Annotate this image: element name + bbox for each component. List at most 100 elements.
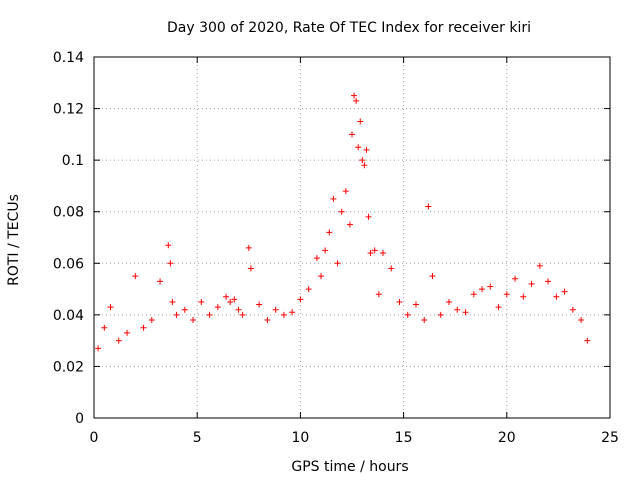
y-axis-label: ROTI / TECUs xyxy=(6,194,22,286)
data-point xyxy=(124,329,131,336)
data-point xyxy=(553,293,560,300)
data-point xyxy=(545,278,552,285)
data-point xyxy=(361,162,368,169)
y-tick-label: 0 xyxy=(75,411,84,427)
y-tick-label: 0.12 xyxy=(53,102,84,118)
data-point xyxy=(479,286,486,293)
data-point xyxy=(357,118,364,125)
x-axis-ticks: 0 5 10 15 20 25 xyxy=(90,57,619,446)
data-point xyxy=(264,317,271,324)
data-point xyxy=(425,203,432,210)
data-point xyxy=(578,317,585,324)
data-point xyxy=(157,278,164,285)
x-tick-label: 25 xyxy=(601,430,619,446)
data-point xyxy=(173,311,180,318)
data-point xyxy=(239,311,246,318)
data-point xyxy=(272,306,279,313)
plot-frame xyxy=(93,56,611,419)
data-point xyxy=(520,293,527,300)
data-point xyxy=(462,309,469,316)
data-point xyxy=(536,262,543,269)
data-point xyxy=(313,255,320,262)
data-point xyxy=(359,157,366,164)
data-point xyxy=(584,337,591,344)
y-tick-label: 0.04 xyxy=(53,308,84,324)
chart-title: Day 300 of 2020, Rate Of TEC Index for r… xyxy=(167,20,531,36)
data-point xyxy=(561,288,568,295)
data-point xyxy=(355,144,362,151)
data-point xyxy=(396,298,403,305)
data-point xyxy=(421,317,428,324)
data-point xyxy=(95,345,102,352)
data-point xyxy=(280,311,287,318)
data-point xyxy=(367,249,374,256)
y-tick-label: 0.08 xyxy=(53,205,84,221)
data-point xyxy=(322,247,329,254)
data-points xyxy=(95,92,591,352)
y-axis-ticks: 0 0.02 0.04 0.06 0.08 0.1 0.12 0.14 xyxy=(53,50,610,427)
x-tick-label: 10 xyxy=(291,430,309,446)
data-point xyxy=(342,188,349,195)
data-point xyxy=(353,97,360,104)
data-point xyxy=(297,296,304,303)
data-point xyxy=(346,221,353,228)
data-point xyxy=(512,275,519,282)
data-point xyxy=(305,286,312,293)
data-point xyxy=(388,265,395,272)
data-point xyxy=(330,195,337,202)
data-point xyxy=(132,273,139,280)
data-point xyxy=(470,291,477,298)
data-point xyxy=(227,298,234,305)
data-point xyxy=(169,298,176,305)
data-point xyxy=(223,293,230,300)
data-point xyxy=(375,291,382,298)
data-point xyxy=(167,260,174,267)
data-point xyxy=(334,260,341,267)
data-point xyxy=(446,298,453,305)
y-tick-label: 0.06 xyxy=(53,256,84,272)
data-point xyxy=(190,317,197,324)
data-point xyxy=(363,146,370,153)
data-point xyxy=(140,324,147,331)
data-point xyxy=(351,92,358,99)
x-tick-label: 15 xyxy=(395,430,413,446)
data-point xyxy=(569,306,576,313)
data-point xyxy=(101,324,108,331)
data-point xyxy=(404,311,411,318)
data-point xyxy=(338,208,345,215)
data-point xyxy=(214,304,221,311)
data-point xyxy=(198,298,205,305)
data-point xyxy=(365,213,372,220)
data-point xyxy=(235,306,242,313)
data-point xyxy=(318,273,325,280)
data-point xyxy=(115,337,122,344)
data-point xyxy=(437,311,444,318)
data-point xyxy=(245,244,252,251)
data-point xyxy=(412,301,419,308)
y-tick-label: 0.14 xyxy=(53,50,84,66)
data-point xyxy=(107,304,114,311)
data-point xyxy=(454,306,461,313)
data-point xyxy=(528,280,535,287)
data-point xyxy=(379,249,386,256)
x-tick-label: 0 xyxy=(90,430,99,446)
data-point xyxy=(247,265,254,272)
data-point xyxy=(181,306,188,313)
data-point xyxy=(326,229,333,236)
data-point xyxy=(256,301,263,308)
data-point xyxy=(487,283,494,290)
data-point xyxy=(165,242,172,249)
data-point xyxy=(503,291,510,298)
data-point xyxy=(349,131,355,138)
data-point xyxy=(148,317,155,324)
x-tick-label: 20 xyxy=(498,430,516,446)
data-point xyxy=(231,296,238,303)
data-point xyxy=(289,309,296,316)
data-point xyxy=(371,247,378,254)
data-point xyxy=(429,273,436,280)
x-tick-label: 5 xyxy=(193,430,202,446)
data-point xyxy=(495,304,502,311)
y-tick-label: 0.02 xyxy=(53,359,84,375)
data-point xyxy=(206,311,213,318)
